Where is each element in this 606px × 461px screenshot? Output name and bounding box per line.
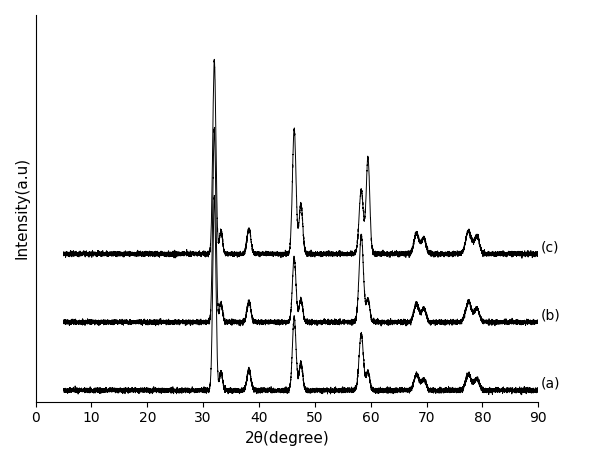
X-axis label: 2θ(degree): 2θ(degree) [245, 431, 329, 446]
Y-axis label: Intensity(a.u): Intensity(a.u) [15, 157, 30, 260]
Text: (c): (c) [541, 240, 559, 254]
Text: (b): (b) [541, 308, 561, 322]
Text: (a): (a) [541, 377, 561, 390]
